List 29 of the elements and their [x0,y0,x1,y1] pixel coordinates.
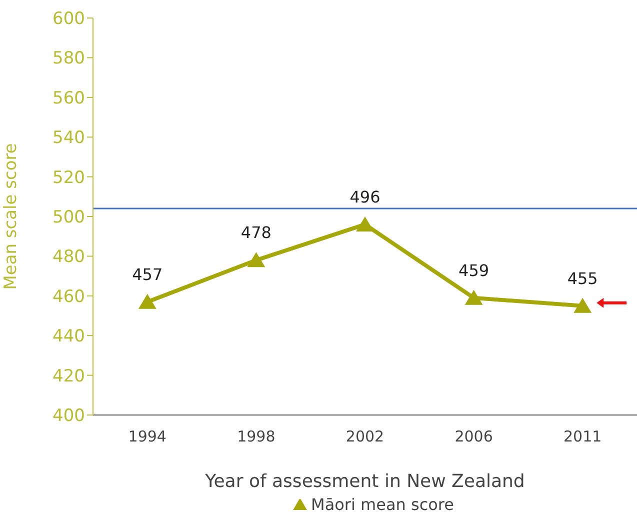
x-tick-label: 2002 [346,428,384,446]
y-tick-label: 400 [52,406,85,426]
x-tick-label: 1998 [237,428,276,446]
y-axis-title: Mean scale score [1,143,22,290]
x-tick-label: 1994 [128,428,166,446]
point [356,216,374,232]
data-label: 455 [567,268,598,288]
point [464,290,483,305]
data-label: 457 [132,264,163,284]
point [138,294,156,309]
y-tick-label: 440 [52,326,85,347]
y-tick-label: 600 [52,9,85,30]
data-label: 496 [350,187,380,206]
y-tick-label: 560 [52,88,85,108]
y-tick-label: 500 [52,208,85,228]
data-label: 478 [240,223,272,242]
y-tick-label: 420 [52,366,85,386]
point [574,298,592,313]
y-tick-label: 580 [52,48,85,69]
y-tick-label: 520 [52,168,85,188]
legend-label: Māori mean score [311,495,454,514]
data-label: 459 [458,260,490,280]
y-tick-label: 460 [52,286,85,307]
y-tick-label: 540 [52,128,85,148]
x-axis-title: Year of assessment in New Zealand [204,471,525,492]
x-tick-label: 2006 [454,428,493,446]
point [247,252,266,268]
x-tick-label: 2011 [564,428,602,446]
y-tick-label: 480 [52,247,85,268]
